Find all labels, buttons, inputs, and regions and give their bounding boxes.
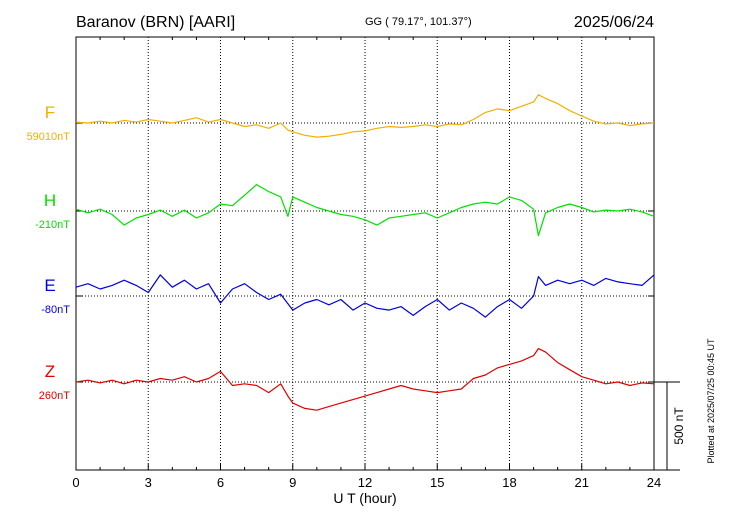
- plotted-timestamp: Plotted at 2025/07/25 00:45 UT: [706, 338, 716, 464]
- scale-bar: 500 nT: [654, 381, 686, 471]
- series-name-h: H: [44, 191, 56, 210]
- series-line-h: [75, 184, 655, 237]
- series-baseline-f: 59010nT: [27, 131, 71, 143]
- series-name-f: F: [45, 103, 55, 122]
- series-line-z: [75, 348, 655, 411]
- x-tick-label: 3: [145, 475, 152, 490]
- x-tick-label: 9: [289, 475, 296, 490]
- geo-coords: GG ( 79.17°, 101.37°): [365, 16, 472, 28]
- series-baseline-h: -210nT: [35, 219, 70, 231]
- series-line-f: [75, 94, 655, 138]
- station-title: Baranov (BRN) [AARI]: [76, 14, 235, 31]
- x-tick-labels: 0 3 6 9 12 15 18 21 24: [72, 475, 661, 490]
- x-tick-label: 18: [502, 475, 516, 490]
- series-baseline-z: 260nT: [39, 390, 70, 402]
- axis-ticks: [75, 37, 655, 470]
- date-label: 2025/06/24: [574, 14, 654, 31]
- x-tick-label: 0: [72, 475, 79, 490]
- x-tick-label: 12: [358, 475, 372, 490]
- scale-bar-label: 500 nT: [672, 407, 686, 445]
- series-line-e: [75, 274, 655, 318]
- x-axis-title: U T (hour): [333, 490, 396, 506]
- series-name-z: Z: [45, 362, 55, 381]
- series-labels: F 59010nT H -210nT E -80nT Z 260nT: [27, 103, 71, 402]
- x-tick-label: 15: [430, 475, 444, 490]
- x-tick-label: 21: [575, 475, 589, 490]
- grid: [76, 37, 654, 470]
- series-name-e: E: [44, 276, 55, 295]
- x-tick-label: 24: [647, 475, 661, 490]
- series-baseline-e: -80nT: [41, 304, 70, 316]
- x-tick-label: 6: [217, 475, 224, 490]
- series-group: [75, 94, 655, 411]
